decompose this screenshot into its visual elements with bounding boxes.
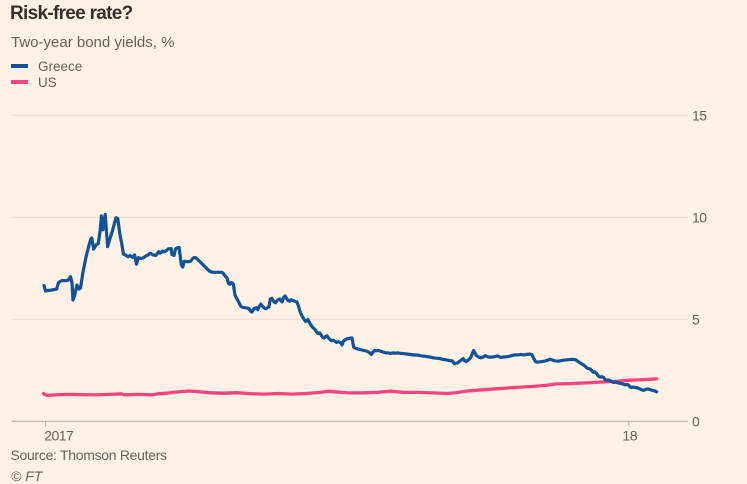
svg-text:0: 0 bbox=[692, 413, 700, 429]
svg-text:10: 10 bbox=[692, 209, 707, 225]
svg-text:2017: 2017 bbox=[44, 428, 74, 444]
svg-text:18: 18 bbox=[622, 428, 637, 444]
svg-text:5: 5 bbox=[692, 311, 700, 327]
svg-text:15: 15 bbox=[692, 107, 707, 123]
